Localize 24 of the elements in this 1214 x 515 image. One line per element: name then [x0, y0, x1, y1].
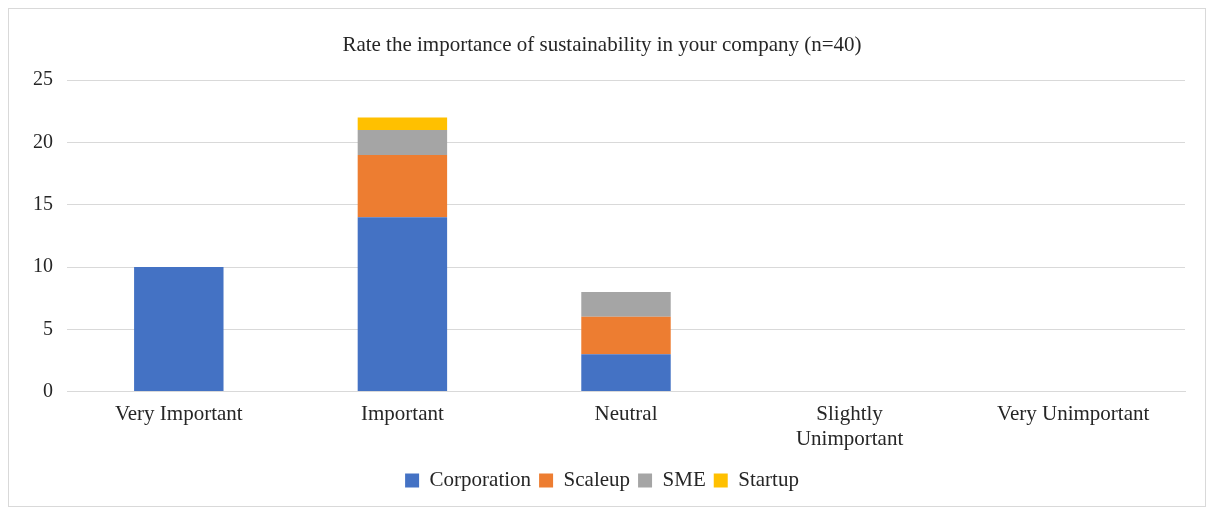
y-tick-label: 20 — [33, 129, 53, 152]
legend-label: SME — [662, 467, 706, 492]
y-tick-label: 25 — [33, 67, 53, 90]
x-tick-label: Important — [360, 400, 444, 425]
y-tick-label: 15 — [33, 192, 53, 215]
x-tick-label: Neutral — [594, 400, 658, 425]
y-tick-label: 0 — [43, 378, 53, 401]
bar — [357, 130, 448, 155]
y-tick-label: 10 — [33, 254, 53, 277]
bar — [357, 117, 448, 131]
bar — [581, 291, 671, 317]
bar — [134, 267, 224, 392]
x-tick-label: Very Important — [114, 400, 243, 425]
legend-label: Scaleup — [563, 467, 631, 492]
bar — [581, 354, 671, 392]
legend-label: Startup — [738, 467, 799, 492]
x-tick-label: Very Unimportant — [997, 400, 1150, 425]
bar — [357, 217, 448, 392]
chart-title: Rate the importance of sustainability in your company (n=40) — [342, 32, 862, 57]
bar — [357, 154, 448, 218]
legend-label: Corporation — [429, 467, 532, 492]
y-tick-label: 5 — [43, 316, 53, 339]
x-tick-label: Slightly Unimportant — [795, 400, 904, 450]
bar — [581, 316, 671, 355]
